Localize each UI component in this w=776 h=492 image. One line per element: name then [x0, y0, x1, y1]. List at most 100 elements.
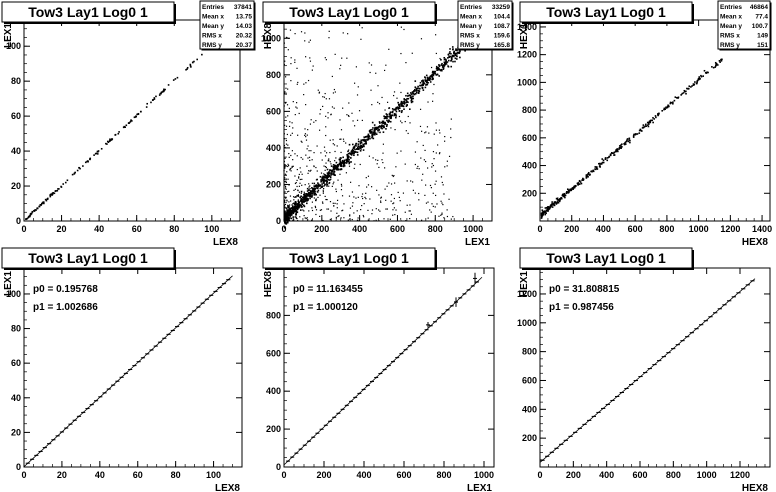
x-tick-label: 1000 [689, 224, 709, 234]
scatter-point [453, 52, 455, 54]
outlier-point [283, 206, 285, 208]
scatter-point [284, 220, 286, 223]
y-tick-label: 100 [6, 289, 21, 299]
scatter-point [296, 208, 299, 211]
scatter-point [375, 126, 378, 129]
scatter-point [307, 192, 310, 194]
x-axis-label: HEX8 [742, 237, 769, 248]
scatter-point [592, 170, 595, 173]
scatter-point [362, 143, 365, 146]
scatter-point [357, 143, 360, 145]
stats-value: 13.75 [236, 14, 253, 21]
outlier-point [294, 33, 296, 35]
outlier-point [297, 134, 299, 136]
scatter-point [696, 80, 698, 82]
scatter-point [648, 123, 650, 125]
outlier-point [285, 93, 287, 95]
outlier-point [432, 192, 434, 194]
outlier-point [354, 125, 356, 127]
outlier-point [433, 133, 435, 135]
scatter-point [158, 94, 161, 96]
chart-title: Tow3 Lay1 Log0 1 [546, 250, 666, 266]
outlier-point [427, 101, 429, 103]
scatter-point [582, 178, 584, 181]
y-axis-label: HEX1 [519, 271, 530, 298]
outlier-point [305, 217, 307, 220]
outlier-point [288, 205, 290, 207]
scatter-point [285, 223, 288, 225]
y-tick-label: 600 [266, 348, 281, 358]
scatter-point [412, 97, 415, 100]
scatter-point [425, 84, 427, 86]
scatter-point [386, 117, 388, 120]
scatter-point [109, 139, 111, 142]
outlier-point [399, 120, 402, 122]
scatter-point [298, 204, 300, 207]
scatter-point [558, 200, 561, 203]
scatter-point [449, 51, 451, 53]
scatter-point [688, 85, 691, 88]
scatter-point [305, 193, 308, 195]
scatter-point [602, 159, 605, 162]
y-tick-label: 1200 [517, 50, 537, 60]
scatter-point [448, 56, 451, 59]
scatter-point [346, 160, 349, 163]
scatter-point [581, 179, 583, 181]
outlier-point [307, 219, 309, 221]
x-tick-label: 600 [396, 470, 411, 480]
x-axis-label: LEX8 [213, 237, 238, 248]
outlier-point [287, 115, 289, 117]
outlier-point [357, 196, 359, 198]
scatter-point [556, 197, 559, 200]
y-tick-label: 80 [11, 324, 21, 334]
outlier-point [286, 171, 288, 173]
outlier-point [309, 123, 312, 125]
scatter-point [305, 196, 307, 198]
scatter-point [288, 219, 291, 222]
outlier-point [395, 166, 397, 168]
outlier-point [340, 129, 343, 131]
outlier-point [446, 63, 448, 65]
scatter-point [447, 65, 449, 67]
outlier-point [284, 60, 286, 62]
outlier-point [307, 129, 309, 131]
outlier-point [340, 138, 342, 140]
scatter-point [398, 105, 401, 108]
scatter-point [294, 206, 297, 209]
scatter-point [365, 139, 367, 141]
scatter-point [398, 107, 401, 110]
y-tick-label: 800 [266, 70, 281, 80]
outlier-point [450, 218, 452, 220]
outlier-point [375, 159, 377, 161]
scatter-point [354, 151, 356, 153]
outlier-point [311, 201, 313, 203]
scatter-point [293, 209, 296, 211]
outlier-point [326, 208, 328, 210]
scatter-point [387, 121, 390, 123]
scatter-point [303, 193, 306, 195]
outlier-point [336, 145, 338, 147]
outlier-point [406, 180, 408, 182]
plot-frame [539, 19, 771, 222]
scatter-point [382, 125, 385, 127]
x-tick-label: 400 [599, 470, 614, 480]
outlier-point [292, 207, 294, 209]
outlier-point [286, 208, 288, 210]
outlier-point [283, 63, 285, 66]
scatter-point [395, 116, 397, 119]
scatter-point [714, 61, 717, 64]
y-axis-label: HEX1 [519, 23, 530, 50]
scatter-point [357, 140, 360, 143]
outlier-point [294, 175, 296, 177]
outlier-point [356, 119, 359, 121]
outlier-point [331, 106, 334, 108]
outlier-point [333, 205, 335, 207]
scatter-point [96, 153, 99, 155]
scatter-point [389, 111, 392, 114]
outlier-point [330, 178, 332, 180]
outlier-point [291, 204, 293, 206]
outlier-point [358, 110, 361, 112]
scatter-point [567, 189, 570, 192]
scatter-point [572, 186, 575, 189]
scatter-point [450, 59, 453, 62]
